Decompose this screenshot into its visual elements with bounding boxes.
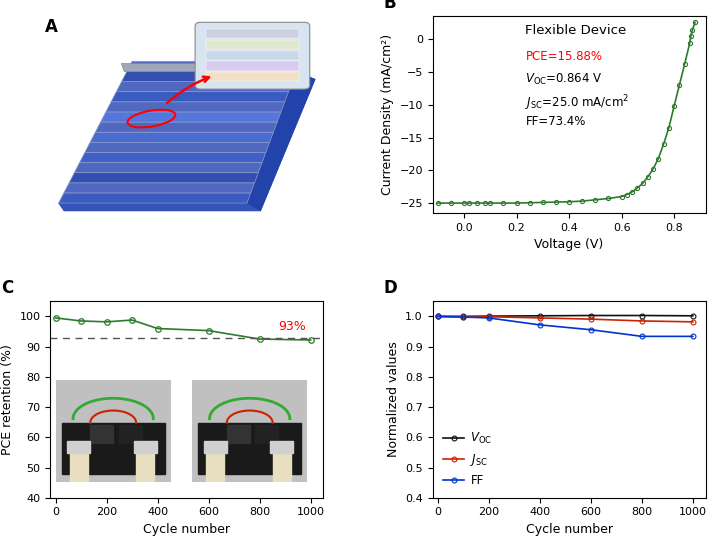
Polygon shape — [69, 173, 258, 183]
Bar — [206, 40, 299, 49]
Polygon shape — [58, 203, 261, 211]
Y-axis label: PCE retention (%): PCE retention (%) — [1, 344, 14, 455]
FF — [688, 333, 697, 340]
Polygon shape — [85, 142, 269, 153]
$J_\mathrm{SC}$ — [587, 316, 595, 322]
$V_\mathrm{OC}$ — [536, 312, 544, 319]
$V_\mathrm{OC}$ — [433, 313, 442, 319]
Bar — [206, 61, 299, 71]
Text: B: B — [384, 0, 396, 13]
FancyBboxPatch shape — [195, 22, 310, 89]
$J_\mathrm{SC}$ — [536, 315, 544, 321]
Legend: $V_\mathrm{OC}$, $J_\mathrm{SC}$, FF: $V_\mathrm{OC}$, $J_\mathrm{SC}$, FF — [438, 427, 497, 492]
Text: A: A — [45, 19, 58, 36]
Polygon shape — [122, 63, 302, 72]
$V_\mathrm{OC}$ — [459, 313, 467, 319]
FF — [459, 314, 467, 321]
Polygon shape — [117, 82, 292, 92]
Bar — [206, 72, 299, 82]
$V_\mathrm{OC}$ — [587, 312, 595, 319]
Polygon shape — [127, 61, 300, 72]
Text: PCE=15.88%: PCE=15.88% — [526, 50, 603, 63]
Text: $J_\mathrm{SC}$=25.0 mA/cm$^2$: $J_\mathrm{SC}$=25.0 mA/cm$^2$ — [526, 93, 630, 113]
X-axis label: Cycle number: Cycle number — [526, 523, 613, 536]
Text: FF=73.4%: FF=73.4% — [526, 115, 586, 127]
Text: $V_\mathrm{OC}$=0.864 V: $V_\mathrm{OC}$=0.864 V — [526, 72, 603, 86]
Text: 93%: 93% — [278, 320, 305, 333]
Polygon shape — [122, 72, 296, 82]
FF — [637, 333, 646, 340]
Polygon shape — [80, 153, 266, 162]
FF — [433, 313, 442, 319]
$J_\mathrm{SC}$ — [433, 313, 442, 319]
$J_\mathrm{SC}$ — [459, 313, 467, 320]
Bar — [206, 30, 299, 38]
Polygon shape — [64, 183, 255, 193]
Line: FF: FF — [436, 314, 696, 339]
Polygon shape — [90, 132, 274, 142]
Text: C: C — [1, 280, 14, 298]
FF — [587, 327, 595, 333]
X-axis label: Voltage (V): Voltage (V) — [534, 238, 604, 251]
Polygon shape — [247, 72, 315, 211]
$V_\mathrm{OC}$ — [637, 312, 646, 319]
Polygon shape — [74, 162, 262, 173]
$J_\mathrm{SC}$ — [688, 318, 697, 325]
Polygon shape — [111, 92, 289, 102]
Bar — [206, 51, 299, 60]
Y-axis label: Current Density (mA/cm²): Current Density (mA/cm²) — [381, 34, 394, 195]
Polygon shape — [106, 102, 285, 112]
Text: Flexible Device: Flexible Device — [526, 24, 626, 37]
Line: $V_\mathrm{OC}$: $V_\mathrm{OC}$ — [436, 313, 696, 319]
$J_\mathrm{SC}$ — [485, 313, 493, 320]
Line: $J_\mathrm{SC}$: $J_\mathrm{SC}$ — [436, 314, 696, 324]
$J_\mathrm{SC}$ — [637, 318, 646, 324]
Text: D: D — [384, 280, 397, 298]
$V_\mathrm{OC}$ — [485, 313, 493, 319]
$V_\mathrm{OC}$ — [688, 312, 697, 319]
FF — [536, 322, 544, 328]
Polygon shape — [95, 122, 277, 132]
Y-axis label: Normalized values: Normalized values — [387, 342, 400, 457]
X-axis label: Cycle number: Cycle number — [143, 523, 230, 536]
Polygon shape — [58, 193, 251, 203]
FF — [485, 315, 493, 321]
Polygon shape — [101, 112, 281, 122]
